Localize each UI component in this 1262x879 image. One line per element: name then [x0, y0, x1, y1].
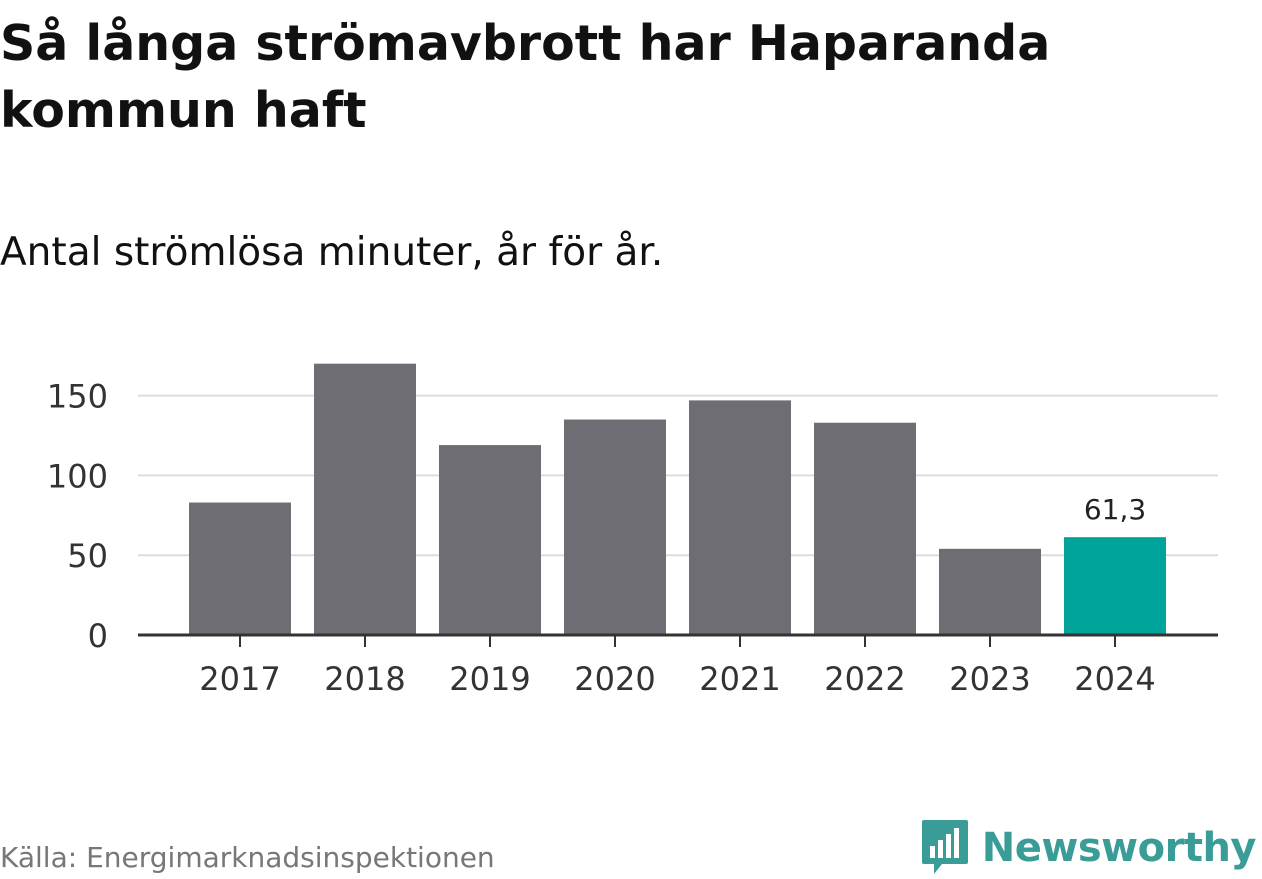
bar-2018	[314, 363, 416, 635]
bar-2023	[939, 548, 1041, 635]
y-tick-label: 0	[88, 617, 108, 655]
y-tick-label: 150	[47, 378, 108, 416]
chart-subtitle: Antal strömlösa minuter, år för år.	[0, 230, 664, 275]
x-tick-label: 2017	[199, 660, 280, 698]
brand-name: Newsworthy	[981, 825, 1257, 871]
bar-2019	[439, 445, 541, 635]
grid-lines	[138, 394, 1218, 557]
chart-title: Så långa strömavbrott har Haparanda komm…	[0, 15, 1051, 139]
x-axis	[138, 633, 1218, 647]
x-tick-label: 2024	[1074, 660, 1155, 698]
x-tick-label: 2022	[824, 660, 905, 698]
x-tick-label: 2021	[699, 660, 780, 698]
bars	[189, 363, 1166, 635]
data-label-2024: 61,3	[1084, 493, 1146, 526]
brand-logo: Newsworthy	[920, 818, 1257, 878]
bar-2020	[564, 419, 666, 635]
y-tick-label: 50	[67, 537, 108, 575]
y-axis-ticks: 0 50 100 150	[47, 378, 108, 655]
x-tick-label: 2020	[574, 660, 655, 698]
bar-2024	[1064, 537, 1166, 635]
x-tick-label: 2018	[324, 660, 405, 698]
bar-2021	[689, 400, 791, 635]
x-axis-ticks: 2017 2018 2019 2020 2021 2022 2023 2024	[199, 660, 1155, 698]
source-note: Källa: Energimarknadsinspektionen	[0, 841, 495, 874]
x-tick-label: 2023	[949, 660, 1030, 698]
x-tick-label: 2019	[449, 660, 530, 698]
data-labels: 61,3	[1084, 493, 1146, 526]
newsworthy-logo-icon	[921, 820, 968, 874]
y-tick-label: 100	[47, 457, 108, 495]
bar-2022	[814, 422, 916, 635]
bar-2017	[189, 502, 291, 635]
